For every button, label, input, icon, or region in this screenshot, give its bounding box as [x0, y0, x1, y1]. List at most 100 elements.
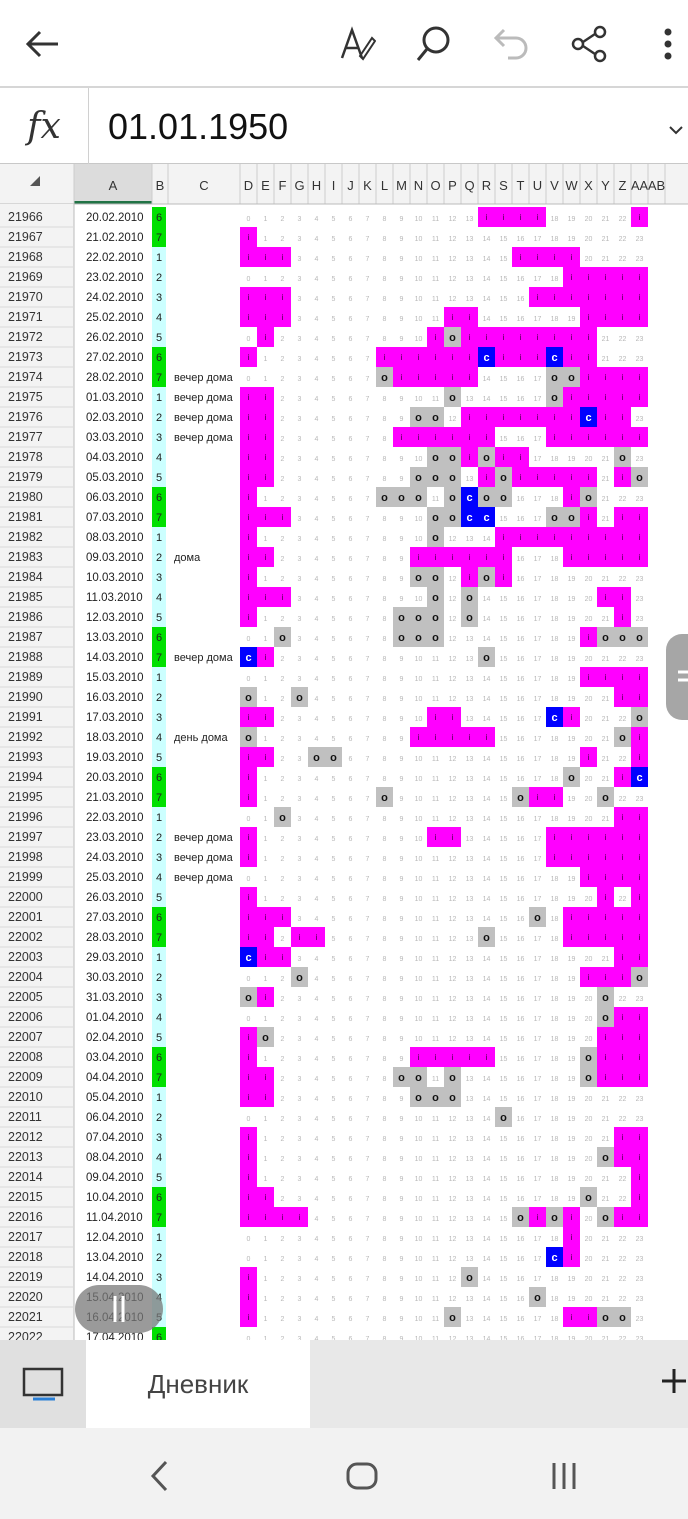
hour-number[interactable]: 11 [432, 216, 439, 223]
hour-cell-busy[interactable] [529, 207, 546, 227]
hour-number[interactable]: 15 [500, 1156, 508, 1163]
hour-number[interactable]: 21 [602, 1256, 610, 1263]
hour-number[interactable]: 21 [602, 1196, 610, 1203]
hour-number[interactable]: 15 [500, 656, 508, 663]
row-number[interactable]: 21981 [8, 510, 43, 524]
hour-number[interactable]: 10 [415, 896, 423, 903]
hour-number[interactable]: 7 [366, 896, 370, 903]
hour-cell-busy[interactable] [597, 1047, 614, 1067]
hour-cell-busy[interactable] [631, 887, 648, 907]
hour-number[interactable]: 15 [500, 876, 508, 883]
hour-number[interactable]: 17 [534, 1156, 542, 1163]
hour-number[interactable]: 22 [619, 716, 627, 723]
hour-number[interactable]: 17 [534, 636, 542, 643]
row-number[interactable]: 21998 [8, 850, 43, 864]
hour-number[interactable]: 11 [432, 1316, 439, 1323]
date-cell[interactable]: 09.03.2010 [86, 552, 144, 564]
hour-number[interactable]: 16 [517, 936, 525, 943]
note-cell[interactable]: вечер дома [174, 852, 234, 864]
spreadsheet-grid[interactable]: A B C D E F G H I J K L M N O P Q R S T U V W X Y Z AA AB 21966 20.02… [0, 164, 688, 1340]
hour-number[interactable]: 6 [349, 696, 353, 703]
hour-number[interactable]: 12 [449, 216, 457, 223]
hour-cell-busy[interactable] [546, 787, 563, 807]
hour-number[interactable]: 18 [551, 636, 559, 643]
hour-number[interactable]: 6 [349, 436, 353, 443]
hour-cell-busy[interactable] [614, 1207, 631, 1227]
hour-number[interactable]: 4 [315, 396, 319, 403]
hour-number[interactable]: 3 [298, 836, 302, 843]
hour-number[interactable]: 11 [432, 396, 439, 403]
hour-number[interactable]: 16 [517, 736, 525, 743]
date-cell[interactable]: 01.04.2010 [86, 1012, 144, 1024]
date-cell[interactable]: 12.04.2010 [86, 1232, 144, 1244]
hour-number[interactable]: 18 [551, 1196, 559, 1203]
hour-cell-busy[interactable] [274, 307, 291, 327]
hour-number[interactable]: 7 [366, 276, 370, 283]
hour-number[interactable]: 18 [551, 1096, 559, 1103]
hour-number[interactable]: 6 [349, 636, 353, 643]
hour-number[interactable]: 10 [415, 516, 423, 523]
hour-number[interactable]: 9 [400, 876, 404, 883]
hour-number[interactable]: 4 [315, 816, 319, 823]
date-cell[interactable]: 20.03.2010 [86, 772, 144, 784]
hour-number[interactable]: 3 [298, 1116, 302, 1123]
hour-cell-busy[interactable] [274, 587, 291, 607]
date-cell[interactable]: 24.02.2010 [86, 292, 144, 304]
hour-number[interactable]: 4 [315, 1316, 319, 1323]
row-number[interactable]: 22020 [8, 1290, 43, 1304]
hour-cell-busy[interactable] [563, 1247, 580, 1267]
hour-number[interactable]: 5 [332, 1276, 336, 1283]
hour-cell-other[interactable] [546, 367, 563, 387]
hour-number[interactable]: 2 [281, 536, 285, 543]
weekday-cell[interactable] [152, 1007, 166, 1027]
hour-cell-busy[interactable] [614, 1127, 631, 1147]
hour-number[interactable]: 6 [349, 1016, 353, 1023]
hour-number[interactable]: 12 [449, 256, 457, 263]
hour-number[interactable]: 8 [383, 576, 387, 583]
hour-number[interactable]: 16 [517, 1116, 525, 1123]
hour-cell-busy[interactable] [631, 507, 648, 527]
hour-number[interactable]: 10 [415, 396, 423, 403]
hour-number[interactable]: 13 [466, 1296, 474, 1303]
hour-number[interactable]: 17 [534, 896, 542, 903]
hour-cell-busy[interactable] [580, 327, 597, 347]
row-number[interactable]: 21997 [8, 830, 43, 844]
hour-number[interactable]: 19 [568, 636, 576, 643]
hour-cell-busy[interactable] [580, 1307, 597, 1327]
hour-number[interactable]: 11 [432, 976, 439, 983]
hour-number[interactable]: 14 [483, 1136, 491, 1143]
hour-cell-busy[interactable] [580, 367, 597, 387]
weekday-cell[interactable] [152, 907, 166, 927]
hour-cell-other[interactable] [444, 387, 461, 407]
hour-cell-busy[interactable] [240, 787, 257, 807]
hour-number[interactable]: 16 [517, 896, 525, 903]
weekday-cell[interactable] [152, 407, 166, 427]
hour-cell-busy[interactable] [512, 527, 529, 547]
hour-number[interactable]: 23 [636, 1116, 644, 1123]
hour-number[interactable]: 10 [415, 836, 423, 843]
hour-cell-other[interactable] [631, 467, 648, 487]
hour-number[interactable]: 4 [315, 876, 319, 883]
hour-number[interactable]: 9 [400, 1336, 404, 1340]
hour-cell-busy[interactable] [240, 407, 257, 427]
hour-number[interactable]: 7 [366, 236, 370, 243]
hour-number[interactable]: 5 [332, 1096, 336, 1103]
hour-number[interactable]: 6 [349, 1196, 353, 1203]
hour-cell-busy[interactable] [614, 407, 631, 427]
hour-cell-other[interactable] [631, 967, 648, 987]
row-number[interactable]: 21972 [8, 330, 43, 344]
hour-cell-other[interactable] [580, 1187, 597, 1207]
hour-cell-busy[interactable] [274, 247, 291, 267]
weekday-cell[interactable] [152, 787, 166, 807]
hour-number[interactable]: 19 [568, 756, 576, 763]
hour-number[interactable]: 19 [568, 576, 576, 583]
hour-number[interactable]: 17 [534, 716, 542, 723]
hour-number[interactable]: 22 [619, 1296, 627, 1303]
hour-number[interactable]: 19 [568, 1296, 576, 1303]
hour-number[interactable]: 10 [415, 336, 423, 343]
hour-number[interactable]: 16 [517, 1016, 525, 1023]
hour-number[interactable]: 4 [315, 1136, 319, 1143]
hour-cell-busy[interactable] [410, 1047, 427, 1067]
hour-number[interactable]: 2 [281, 1156, 285, 1163]
hour-number[interactable]: 4 [315, 596, 319, 603]
